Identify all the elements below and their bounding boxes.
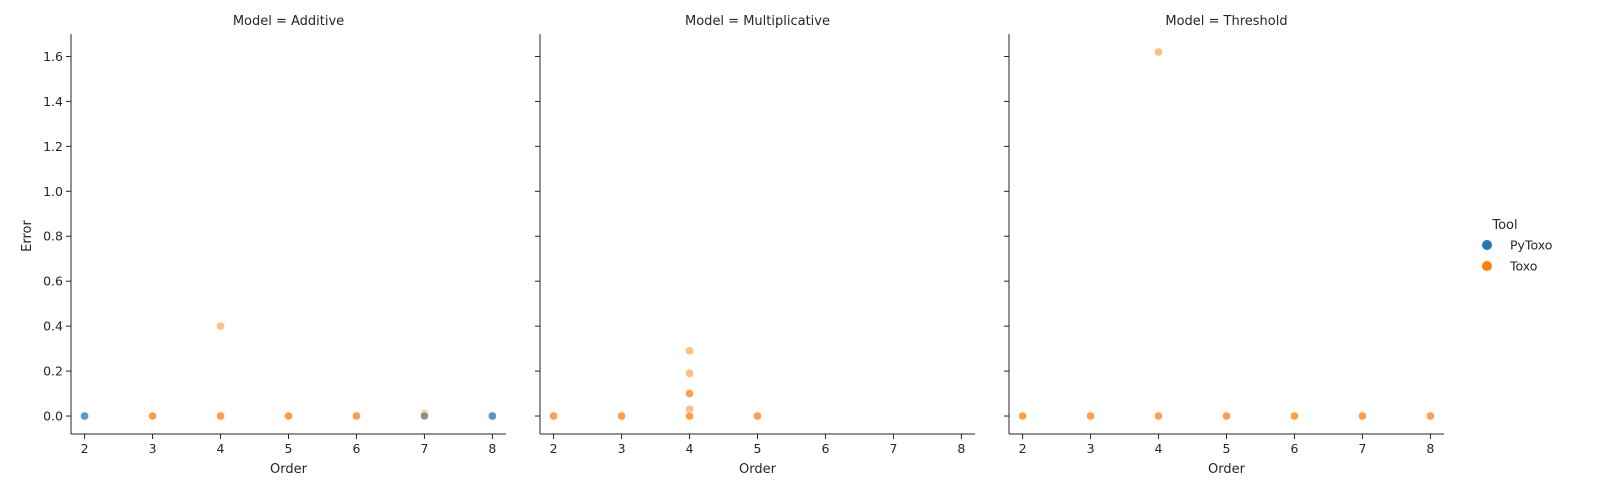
y-tick-label: 0.0 <box>43 409 63 424</box>
data-point-pytoxo <box>419 411 429 421</box>
x-tick-label: 5 <box>285 441 293 456</box>
x-tick-label: 3 <box>1087 441 1095 456</box>
x-tick-label: 3 <box>618 441 626 456</box>
x-tick-label: 8 <box>488 441 496 456</box>
legend: Tool PyToxo Toxo <box>1482 218 1552 274</box>
legend-label-toxo: Toxo <box>1509 259 1537 274</box>
data-point-toxo <box>351 411 361 421</box>
data-point-pytoxo <box>487 411 497 421</box>
facet-title: Model = Threshold <box>1165 14 1287 29</box>
x-tick-label: 4 <box>686 441 694 456</box>
legend-marker-pytoxo <box>1482 240 1492 250</box>
data-point-toxo <box>148 411 158 421</box>
y-tick-label: 0.6 <box>43 274 63 289</box>
data-point-toxo <box>1222 411 1232 421</box>
y-tick-label: 0.4 <box>43 319 63 334</box>
facet-panels: Model = Additive 0.0 0.2 0.4 0.6 0.8 1.0 1.2 1.4… <box>43 14 1444 477</box>
y-tick-label: 1.6 <box>43 49 63 64</box>
x-tick-label: 2 <box>81 441 89 456</box>
x-tick-label: 7 <box>1358 441 1366 456</box>
x-tick-label: 4 <box>217 441 225 456</box>
y-tick-label: 0.8 <box>43 229 63 244</box>
x-tick-label: 4 <box>1155 441 1163 456</box>
x-tick-label: 3 <box>149 441 157 456</box>
x-tick-label: 8 <box>957 441 965 456</box>
y-tick-label: 1.2 <box>43 139 63 154</box>
facet-additive: Model = Additive 0.0 0.2 0.4 0.6 0.8 1.0 1.2 1.4… <box>43 14 506 477</box>
x-tick-label: 7 <box>889 441 897 456</box>
legend-title: Tool <box>1491 218 1517 233</box>
data-point-toxo <box>216 411 226 421</box>
data-point-toxo <box>1154 411 1164 421</box>
legend-marker-toxo <box>1482 261 1492 271</box>
x-axis-label: Order <box>739 462 777 477</box>
x-axis-label: Order <box>270 462 308 477</box>
legend-entries: PyToxo Toxo <box>1482 238 1552 274</box>
y-tick-label: 1.4 <box>43 94 63 109</box>
data-point-toxo <box>549 411 559 421</box>
data-point-toxo <box>1018 411 1028 421</box>
x-tick-label: 2 <box>1019 441 1027 456</box>
data-point-toxo <box>685 346 695 356</box>
facet-title: Model = Multiplicative <box>685 14 830 29</box>
data-point-pytoxo <box>80 411 90 421</box>
legend-label-pytoxo: PyToxo <box>1510 238 1552 253</box>
facet-threshold: Model = Threshold 2 3 4 5 6 7 8 Order <box>1004 14 1444 477</box>
data-point-toxo <box>1086 411 1096 421</box>
x-tick-label: 6 <box>1290 441 1298 456</box>
x-tick-label: 6 <box>821 441 829 456</box>
data-point-toxo <box>1425 411 1435 421</box>
y-tick-label: 1.0 <box>43 184 63 199</box>
x-tick-label: 5 <box>1223 441 1231 456</box>
data-point-toxo <box>1154 47 1164 57</box>
data-point-toxo <box>752 411 762 421</box>
x-tick-label: 5 <box>754 441 762 456</box>
data-point-toxo <box>1357 411 1367 421</box>
data-point-toxo <box>685 368 695 378</box>
data-point-toxo <box>1289 411 1299 421</box>
x-tick-label: 2 <box>550 441 558 456</box>
y-axis-label: Error <box>20 220 35 252</box>
data-point-toxo <box>685 411 695 421</box>
x-tick-label: 7 <box>420 441 428 456</box>
x-tick-label: 8 <box>1426 441 1434 456</box>
x-axis-label: Order <box>1208 462 1246 477</box>
facet-title: Model = Additive <box>233 14 344 29</box>
data-point-toxo <box>617 411 627 421</box>
data-point-toxo <box>685 389 695 399</box>
data-point-toxo <box>216 321 226 331</box>
data-point-toxo <box>283 411 293 421</box>
x-tick-label: 6 <box>352 441 360 456</box>
y-tick-label: 0.2 <box>43 364 63 379</box>
facet-multiplicative: Model = Multiplicative 2 3 4 5 6 7 8 Order <box>535 14 975 477</box>
